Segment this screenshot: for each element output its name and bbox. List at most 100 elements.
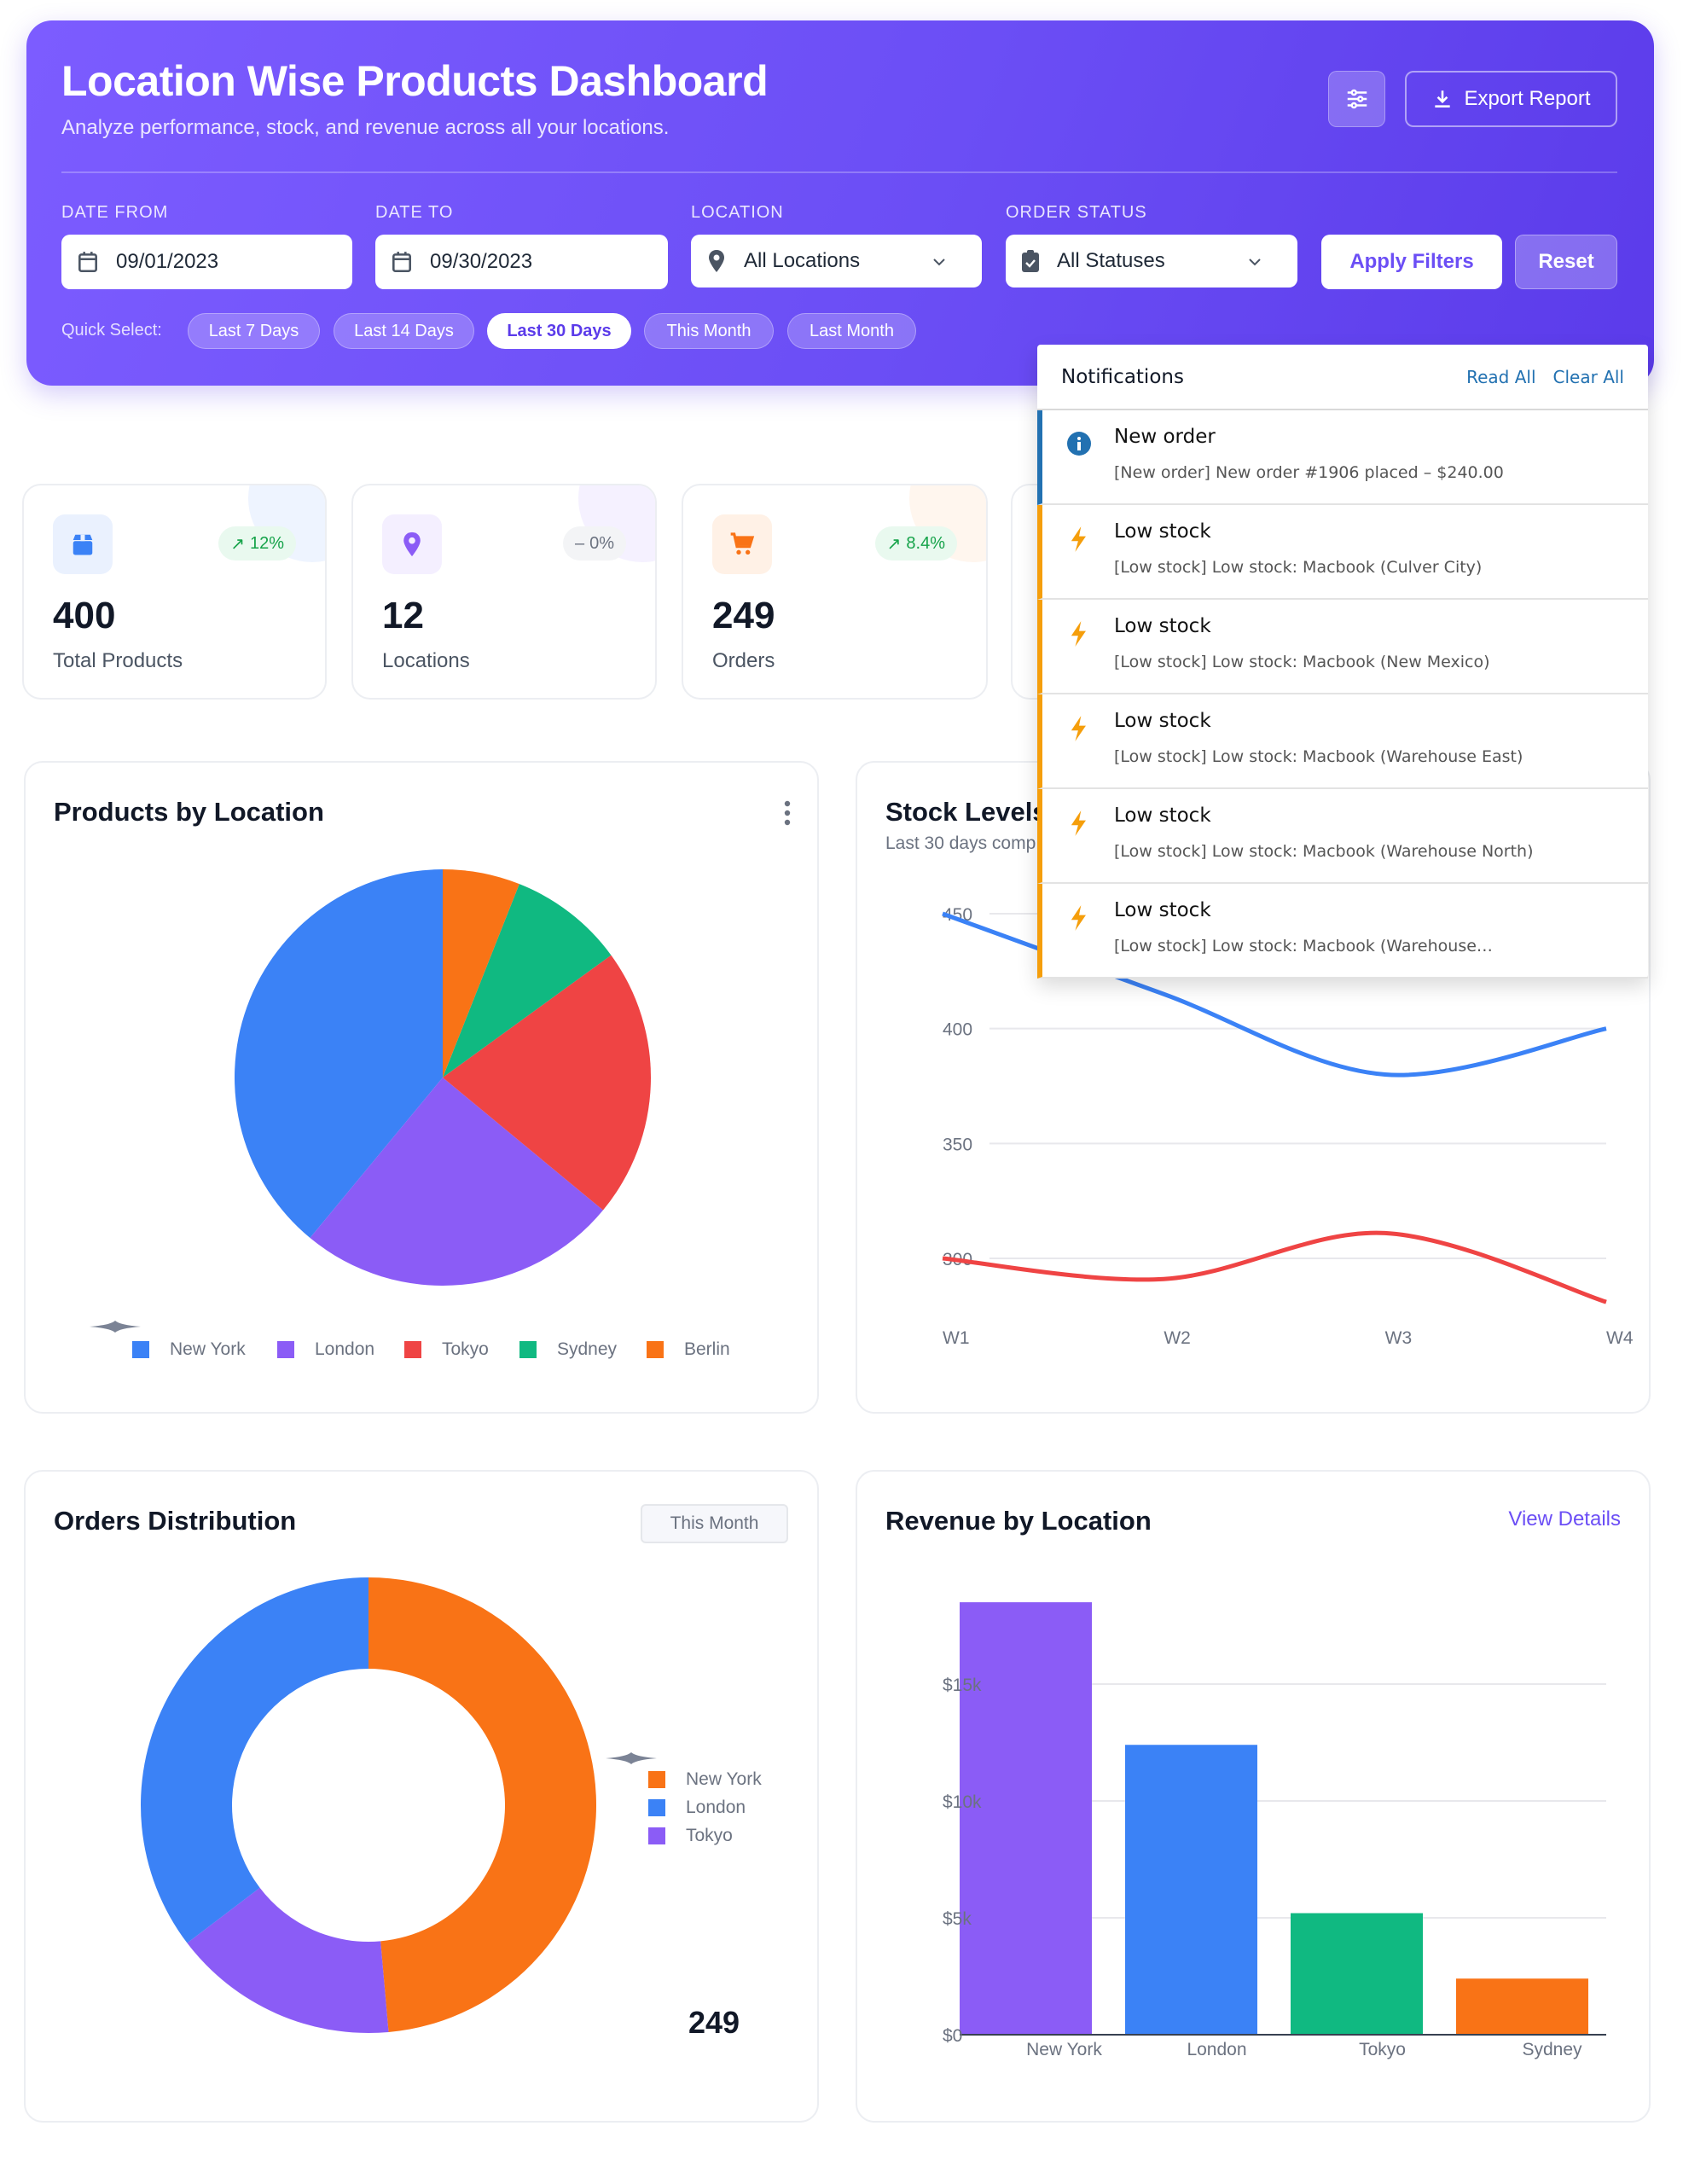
donut-segment-tokyo[interactable] [187, 1887, 389, 2033]
legend-item[interactable]: Tokyo [648, 1826, 733, 1846]
pie-slice-sydney[interactable] [443, 884, 612, 1077]
x-tick-label: New York [1026, 2040, 1102, 2059]
reset-button[interactable]: Reset [1515, 235, 1617, 289]
legend-item[interactable]: Tokyo [404, 1339, 489, 1360]
lightning-icon [1071, 716, 1086, 741]
notifications-panel: Notifications Read All Clear All New ord… [1037, 345, 1648, 979]
filter-settings-button[interactable] [1328, 71, 1385, 127]
legend-item[interactable]: New York [648, 1769, 762, 1790]
legend-label: New York [686, 1769, 762, 1789]
legend-label: London [686, 1798, 746, 1817]
sliders-icon [1347, 89, 1367, 109]
notification-item[interactable]: New order [New order] New order #1906 pla… [1037, 410, 1648, 505]
export-report-button[interactable]: Export Report [1405, 71, 1617, 127]
stat-label: Locations [382, 649, 470, 672]
pie-slice-new-york[interactable] [235, 869, 443, 1239]
legend-swatch [277, 1341, 294, 1358]
legend-item[interactable]: Berlin [647, 1339, 730, 1360]
date-from-label: DATE FROM [61, 203, 169, 222]
notifications-title: Notifications [1061, 365, 1184, 388]
y-tick-label: $5k [943, 1909, 972, 1929]
stat-card-orders: ↗ 8.4% 249 Orders [682, 484, 988, 700]
legend-label: Tokyo [686, 1826, 733, 1845]
location-label: LOCATION [691, 203, 784, 222]
orders-total: 249 [688, 2005, 740, 2040]
chip-last-7-days[interactable]: Last 7 Days [188, 313, 320, 349]
order-status-value: All Statuses [1057, 249, 1165, 272]
pie-slice-london[interactable] [310, 1077, 604, 1286]
notification-item[interactable]: Low stock [Low stock] Low stock: Macbook … [1037, 600, 1648, 694]
notification-item[interactable]: Low stock [Low stock] Low stock: Macbook … [1037, 884, 1648, 979]
stat-value: 12 [382, 595, 424, 636]
legend-label: New York [170, 1339, 246, 1359]
y-tick-label: $10k [943, 1792, 982, 1812]
legend-swatch [519, 1341, 537, 1358]
stat-value: 400 [53, 595, 116, 636]
date-to-label: DATE TO [375, 203, 454, 222]
order-status-label: ORDER STATUS [1006, 203, 1147, 222]
date-to-input[interactable]: 09/30/2023 [375, 235, 668, 289]
bar-new-york[interactable] [960, 1602, 1092, 2035]
legend-item[interactable]: London [648, 1798, 746, 1818]
clear-all-link[interactable]: Clear All [1552, 366, 1624, 387]
x-tick-label: London [1187, 2040, 1246, 2059]
clipboard-check-icon [1022, 250, 1039, 272]
orders-donut-chart [141, 1577, 657, 2033]
location-select[interactable]: All Locations [691, 235, 982, 288]
legend-item[interactable]: London [277, 1339, 374, 1360]
legend-swatch [648, 1799, 665, 1816]
notification-text: [Low stock] Low stock: Macbook (Warehous… [1114, 842, 1534, 861]
pie-slice-berlin[interactable] [443, 869, 519, 1077]
calendar-icon [392, 252, 411, 273]
bar-tokyo[interactable] [1291, 1913, 1423, 2035]
notification-text: [Low stock] Low stock: Macbook (Warehous… [1114, 937, 1493, 956]
apply-filters-button[interactable]: Apply Filters [1321, 235, 1502, 289]
trend-badge: ↗ 8.4% [874, 526, 957, 561]
date-from-input[interactable]: 09/01/2023 [61, 235, 352, 289]
export-report-label: Export Report [1464, 87, 1591, 110]
read-all-link[interactable]: Read All [1466, 366, 1536, 387]
line-series-2 [942, 1230, 1607, 1304]
chip-this-month[interactable]: This Month [644, 313, 774, 349]
stat-value: 249 [712, 595, 775, 636]
notification-text: [Low stock] Low stock: Macbook (New Mexi… [1114, 653, 1490, 671]
chip-last-month[interactable]: Last Month [787, 313, 916, 349]
view-details-link[interactable]: View Details [1508, 1507, 1621, 1531]
order-status-select[interactable]: All Statuses [1006, 235, 1297, 288]
card-title: Revenue by Location [885, 1506, 1152, 1536]
y-tick-label: 400 [943, 1020, 972, 1040]
chip-last-14-days[interactable]: Last 14 Days [334, 313, 474, 349]
download-icon [1435, 90, 1451, 107]
stat-label: Total Products [53, 649, 183, 672]
legend-item[interactable]: New York [132, 1339, 246, 1360]
lightning-icon [1071, 526, 1086, 552]
notification-title: Low stock [1114, 615, 1211, 637]
cart-icon [712, 514, 772, 574]
lightning-icon [1071, 810, 1086, 836]
bar-london[interactable] [1125, 1745, 1257, 2035]
lightning-icon [1071, 905, 1086, 931]
trend-value: 8.4% [906, 533, 945, 553]
chip-last-30-days[interactable]: Last 30 Days [487, 313, 631, 349]
bar-sydney[interactable] [1456, 1978, 1588, 2035]
period-select[interactable]: This Month [641, 1504, 788, 1543]
card-title: Products by Location [54, 797, 324, 827]
trend-value: 0% [589, 533, 614, 553]
x-tick-label: Tokyo [1359, 2040, 1406, 2059]
pie-slice-tokyo[interactable] [443, 955, 651, 1211]
card-title: Orders Distribution [54, 1506, 297, 1536]
notification-item[interactable]: Low stock [Low stock] Low stock: Macbook … [1037, 789, 1648, 884]
date-to-value: 09/30/2023 [430, 250, 533, 273]
notification-item[interactable]: Low stock [Low stock] Low stock: Macbook … [1037, 505, 1648, 600]
stat-card-locations: –0% 12 Locations [351, 484, 657, 700]
donut-segment-new-york[interactable] [369, 1577, 597, 2032]
more-vertical-icon[interactable] [783, 800, 792, 826]
legend-item[interactable]: Sydney [519, 1339, 617, 1360]
legend-swatch [404, 1341, 421, 1358]
y-tick-label: $15k [943, 1676, 982, 1695]
trend-flat-icon: – [574, 533, 585, 553]
page-subtitle: Analyze performance, stock, and revenue … [61, 116, 670, 139]
x-tick-label: W1 [943, 1328, 970, 1348]
notification-item[interactable]: Low stock [Low stock] Low stock: Macbook … [1037, 694, 1648, 789]
donut-segment-london[interactable] [141, 1577, 369, 1943]
